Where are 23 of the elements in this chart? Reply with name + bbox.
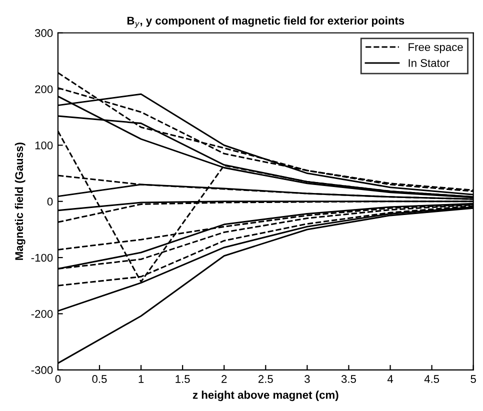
x-tick-label: 3 (304, 375, 310, 383)
x-tick-label: 1 (138, 375, 144, 383)
x-tick-label: 1.5 (176, 375, 190, 383)
y-tick-label: 0 (47, 198, 53, 206)
y-tick-label: 100 (35, 141, 53, 150)
x-tick-label: 2.5 (258, 375, 273, 383)
x-tick-label: 5 (470, 375, 476, 383)
y-tick-label: 200 (35, 85, 53, 94)
legend-label: In Stator (408, 59, 450, 67)
x-tick-label: 4.5 (424, 375, 440, 383)
x-tick-label: 0.5 (92, 375, 107, 383)
x-axis-title: z height above magnet (cm) (192, 390, 338, 402)
y-tick-label: -200 (31, 310, 53, 318)
x-tick-label: 2 (222, 375, 227, 383)
y-axis-title: Magnetic field (Gauss) (14, 142, 26, 260)
x-tick-label: 3.5 (341, 375, 356, 383)
x-tick-label: 4 (387, 375, 394, 383)
x-tick-label: 0 (55, 375, 61, 383)
chart-title: B$_{y}$, y component of magnetic field for exterior points (127, 16, 404, 28)
y-tick-label: -300 (31, 366, 53, 374)
legend-label: Free space (408, 43, 463, 54)
y-tick-label: 300 (34, 29, 53, 38)
y-tick-label: -100 (31, 254, 53, 262)
